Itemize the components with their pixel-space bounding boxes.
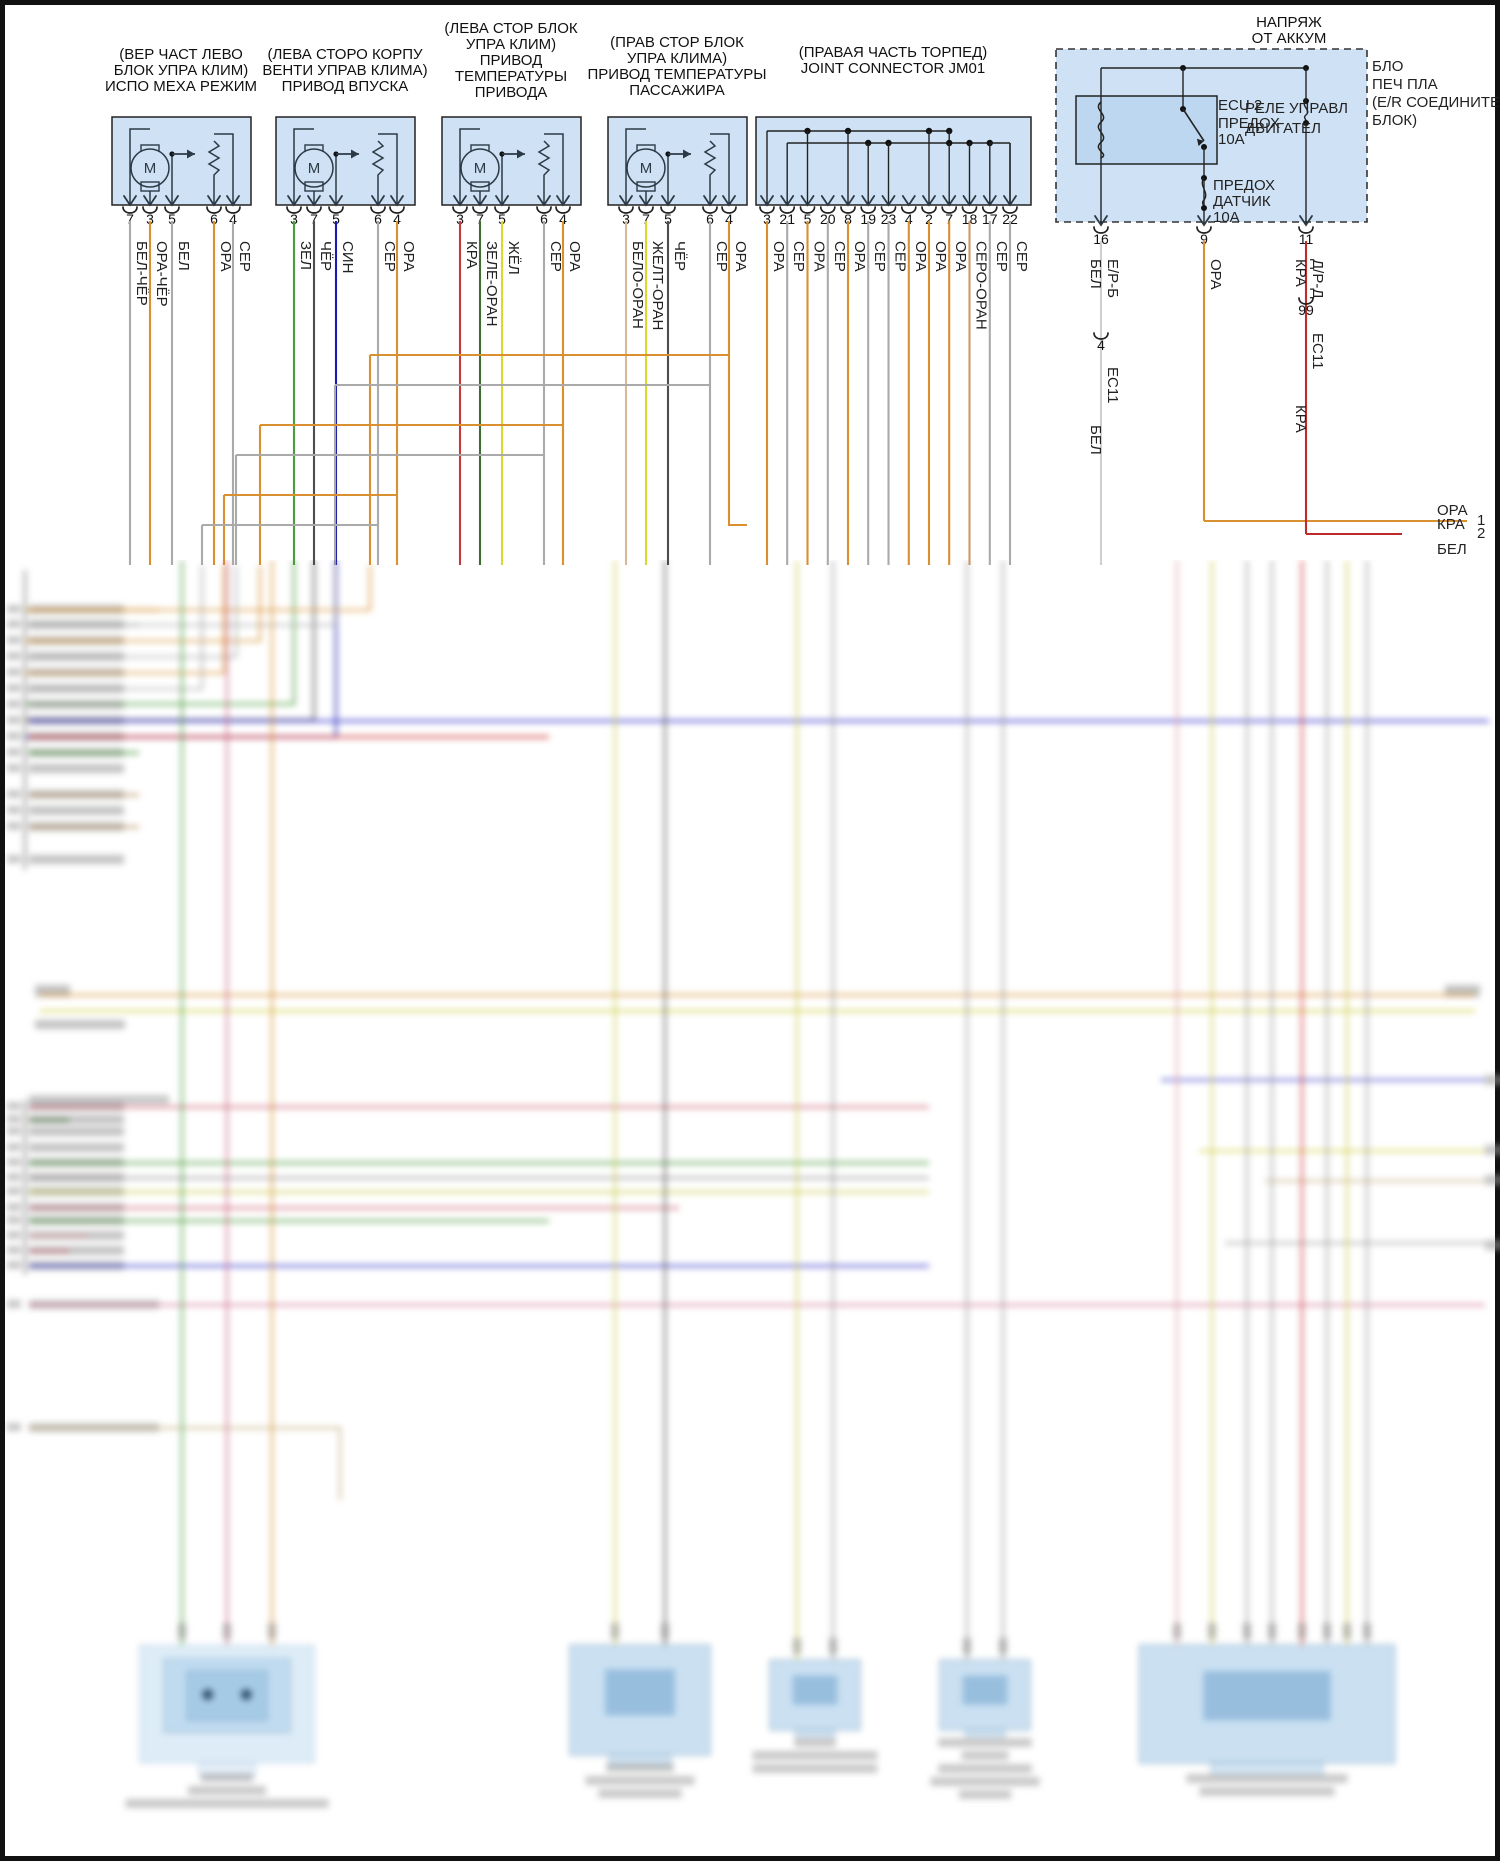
svg-text:БЛОК УПРА КЛИМ): БЛОК УПРА КЛИМ) — [114, 62, 249, 79]
svg-text:ИСПО МЕХА РЕЖИМ: ИСПО МЕХА РЕЖИМ — [105, 78, 257, 95]
svg-text:БЕЛ: БЕЛ — [1087, 425, 1104, 455]
svg-text:(ЛЕВА СТОРО КОРПУ: (ЛЕВА СТОРО КОРПУ — [267, 46, 423, 63]
svg-text:УПРА КЛИМ): УПРА КЛИМ) — [466, 36, 556, 53]
svg-text:СЕР: СЕР — [831, 241, 848, 272]
svg-text:ОРА: ОРА — [217, 241, 234, 272]
svg-text:2: 2 — [1477, 525, 1485, 542]
svg-text:СЕР: СЕР — [381, 241, 398, 272]
svg-text:БЕЛО-ОРАН: БЕЛО-ОРАН — [629, 241, 646, 329]
svg-text:ПРИВОД ВПУСКА: ПРИВОД ВПУСКА — [282, 78, 409, 95]
svg-text:EC11: EC11 — [1104, 367, 1121, 403]
svg-text:ОРА: ОРА — [912, 241, 929, 272]
svg-text:БЕЛ: БЕЛ — [1437, 541, 1467, 558]
svg-text:ПРИВОДА: ПРИВОДА — [475, 84, 548, 101]
svg-text:НАПРЯЖ: НАПРЯЖ — [1256, 14, 1322, 31]
svg-text:КРА: КРА — [1292, 405, 1309, 433]
svg-text:(ПРАВАЯ ЧАСТЬ ТОРПЕД): (ПРАВАЯ ЧАСТЬ ТОРПЕД) — [799, 44, 988, 61]
svg-text:УПРА КЛИМА): УПРА КЛИМА) — [627, 50, 727, 67]
svg-text:БЕЛ: БЕЛ — [175, 241, 192, 271]
svg-text:СЕР: СЕР — [871, 241, 888, 272]
svg-text:ОРА: ОРА — [1207, 259, 1224, 290]
svg-text:99: 99 — [1298, 302, 1314, 318]
svg-text:ДАТЧИК: ДАТЧИК — [1213, 193, 1271, 210]
svg-text:ВЕНТИ УПРАВ КЛИМА): ВЕНТИ УПРАВ КЛИМА) — [262, 62, 427, 79]
svg-text:ОРА: ОРА — [770, 241, 787, 272]
svg-text:ПРИВОД ТЕМПЕРАТУРЫ: ПРИВОД ТЕМПЕРАТУРЫ — [588, 66, 767, 83]
svg-text:ПРЕДОХ: ПРЕДОХ — [1218, 115, 1280, 132]
svg-text:JOINT CONNECTOR JM01: JOINT CONNECTOR JM01 — [801, 60, 985, 77]
svg-text:ПРИВОД: ПРИВОД — [480, 52, 543, 69]
svg-text:ЖЁЛ: ЖЁЛ — [505, 241, 522, 275]
svg-text:СЕРО-ОРАН: СЕРО-ОРАН — [973, 241, 990, 330]
svg-text:БЕЛ: БЕЛ — [1087, 259, 1104, 289]
svg-text:СЕР: СЕР — [993, 241, 1010, 272]
svg-text:ЧЁР: ЧЁР — [671, 241, 688, 271]
svg-text:(E/R СОЕДИНИТЕЛЬ: (E/R СОЕДИНИТЕЛЬ — [1372, 94, 1500, 111]
svg-text:ОТ АККУМ: ОТ АККУМ — [1252, 30, 1327, 47]
svg-text:4: 4 — [1097, 337, 1105, 353]
svg-text:ОРА: ОРА — [952, 241, 969, 272]
svg-text:СЕР: СЕР — [892, 241, 909, 272]
svg-text:(ЛЕВА СТОР БЛОК: (ЛЕВА СТОР БЛОК — [444, 20, 578, 37]
svg-text:ПАССАЖИРА: ПАССАЖИРА — [629, 82, 724, 99]
svg-text:(ПРАВ СТОР БЛОК: (ПРАВ СТОР БЛОК — [610, 34, 744, 51]
svg-text:ЗЕЛ: ЗЕЛ — [297, 241, 314, 270]
svg-text:БЛОК): БЛОК) — [1372, 112, 1417, 129]
svg-text:10А: 10А — [1213, 209, 1240, 226]
svg-text:ОРА-ЧЁР: ОРА-ЧЁР — [153, 241, 170, 307]
svg-text:ЗЕЛЕ-ОРАН: ЗЕЛЕ-ОРАН — [483, 241, 500, 326]
svg-text:ТЕМПЕРАТУРЫ: ТЕМПЕРАТУРЫ — [455, 68, 567, 85]
svg-text:СЕР: СЕР — [547, 241, 564, 272]
svg-text:БЛО: БЛО — [1372, 58, 1403, 75]
svg-text:ОРА: ОРА — [851, 241, 868, 272]
svg-text:ЖЕЛТ-ОРАН: ЖЕЛТ-ОРАН — [649, 241, 666, 330]
svg-text:ОРА: ОРА — [811, 241, 828, 272]
svg-text:СИН: СИН — [339, 241, 356, 273]
svg-text:10А: 10А — [1218, 131, 1245, 148]
svg-text:КРА: КРА — [1292, 259, 1309, 287]
svg-text:Е/Р-Б: Е/Р-Б — [1104, 259, 1121, 298]
svg-text:СЕР: СЕР — [1013, 241, 1030, 272]
svg-text:КРА: КРА — [463, 241, 480, 269]
svg-text:EC11: EC11 — [1309, 333, 1326, 369]
svg-text:Д/Р-Д: Д/Р-Д — [1309, 259, 1326, 299]
svg-text:БЕЛ-ЧЁР: БЕЛ-ЧЁР — [133, 241, 150, 306]
svg-text:ОРА: ОРА — [732, 241, 749, 272]
svg-text:СЕР: СЕР — [236, 241, 253, 272]
svg-text:(ВЕР ЧАСТ ЛЕВО: (ВЕР ЧАСТ ЛЕВО — [119, 46, 243, 63]
svg-text:ОРА: ОРА — [400, 241, 417, 272]
svg-text:ПРЕДОХ: ПРЕДОХ — [1213, 177, 1275, 194]
svg-text:ОРА: ОРА — [566, 241, 583, 272]
svg-text:КРА: КРА — [1437, 516, 1465, 533]
svg-text:ECU 2: ECU 2 — [1218, 97, 1262, 114]
svg-text:СЕР: СЕР — [713, 241, 730, 272]
svg-text:ЧЁР: ЧЁР — [317, 241, 334, 271]
svg-text:ОРА: ОРА — [932, 241, 949, 272]
svg-text:СЕР: СЕР — [790, 241, 807, 272]
svg-text:ПЕЧ ПЛА: ПЕЧ ПЛА — [1372, 76, 1438, 93]
